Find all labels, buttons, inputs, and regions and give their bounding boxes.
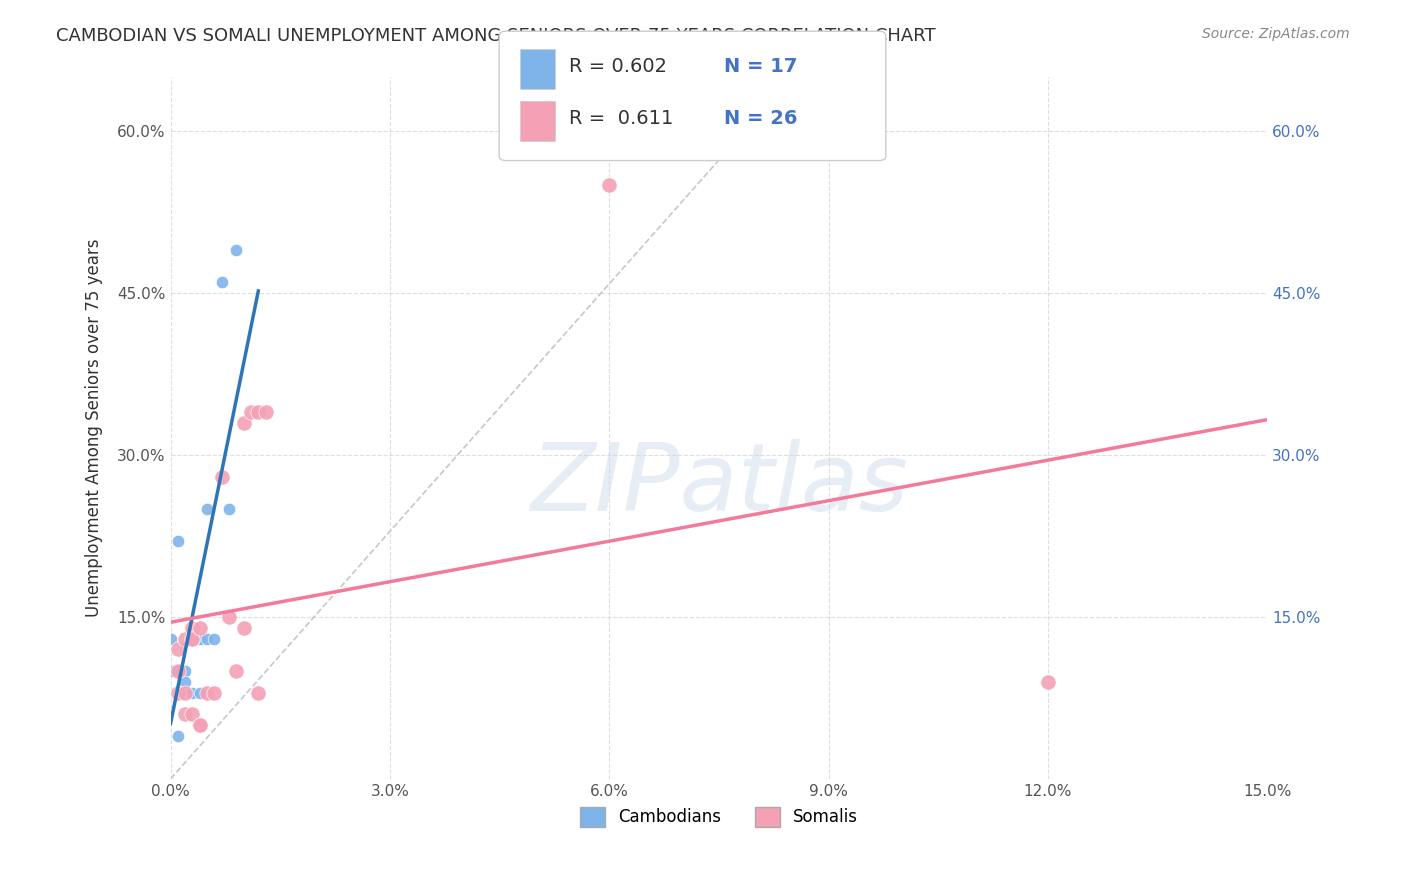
Point <box>1036 674 1059 689</box>
Point <box>195 632 218 646</box>
Point <box>195 502 218 516</box>
Point <box>181 621 204 635</box>
Legend: Cambodians, Somalis: Cambodians, Somalis <box>574 800 865 834</box>
Point <box>188 718 211 732</box>
Point <box>181 685 204 699</box>
Point <box>218 502 240 516</box>
Point <box>174 664 197 678</box>
Y-axis label: Unemployment Among Seniors over 75 years: Unemployment Among Seniors over 75 years <box>86 239 103 617</box>
Point <box>598 178 620 193</box>
Point <box>167 664 190 678</box>
Point <box>188 621 211 635</box>
Point <box>232 416 254 430</box>
Point <box>167 534 190 549</box>
Point <box>204 632 226 646</box>
Point <box>159 632 181 646</box>
Point <box>247 405 270 419</box>
Point <box>167 685 190 699</box>
Point <box>174 707 197 722</box>
Point <box>188 685 211 699</box>
Point <box>188 718 211 732</box>
Point <box>240 405 263 419</box>
Text: ZIPatlas: ZIPatlas <box>530 439 908 530</box>
Point <box>232 621 254 635</box>
Text: N = 17: N = 17 <box>724 57 797 77</box>
Point <box>174 632 197 646</box>
Text: N = 26: N = 26 <box>724 109 797 128</box>
Point <box>204 685 226 699</box>
Point <box>254 405 277 419</box>
Text: R =  0.611: R = 0.611 <box>569 109 673 128</box>
Point <box>159 664 181 678</box>
Point <box>195 685 218 699</box>
Text: Source: ZipAtlas.com: Source: ZipAtlas.com <box>1202 27 1350 41</box>
Point <box>181 632 204 646</box>
Point <box>247 685 270 699</box>
Text: R = 0.602: R = 0.602 <box>569 57 668 77</box>
Point <box>174 685 197 699</box>
Point <box>167 642 190 657</box>
Point <box>225 243 247 257</box>
Point <box>167 729 190 743</box>
Point <box>167 664 190 678</box>
Text: CAMBODIAN VS SOMALI UNEMPLOYMENT AMONG SENIORS OVER 75 YEARS CORRELATION CHART: CAMBODIAN VS SOMALI UNEMPLOYMENT AMONG S… <box>56 27 936 45</box>
Point <box>174 674 197 689</box>
Point <box>181 707 204 722</box>
Point <box>181 632 204 646</box>
Point <box>211 469 233 483</box>
Point <box>225 664 247 678</box>
Point <box>181 632 204 646</box>
Point <box>218 610 240 624</box>
Point <box>188 632 211 646</box>
Point <box>211 276 233 290</box>
